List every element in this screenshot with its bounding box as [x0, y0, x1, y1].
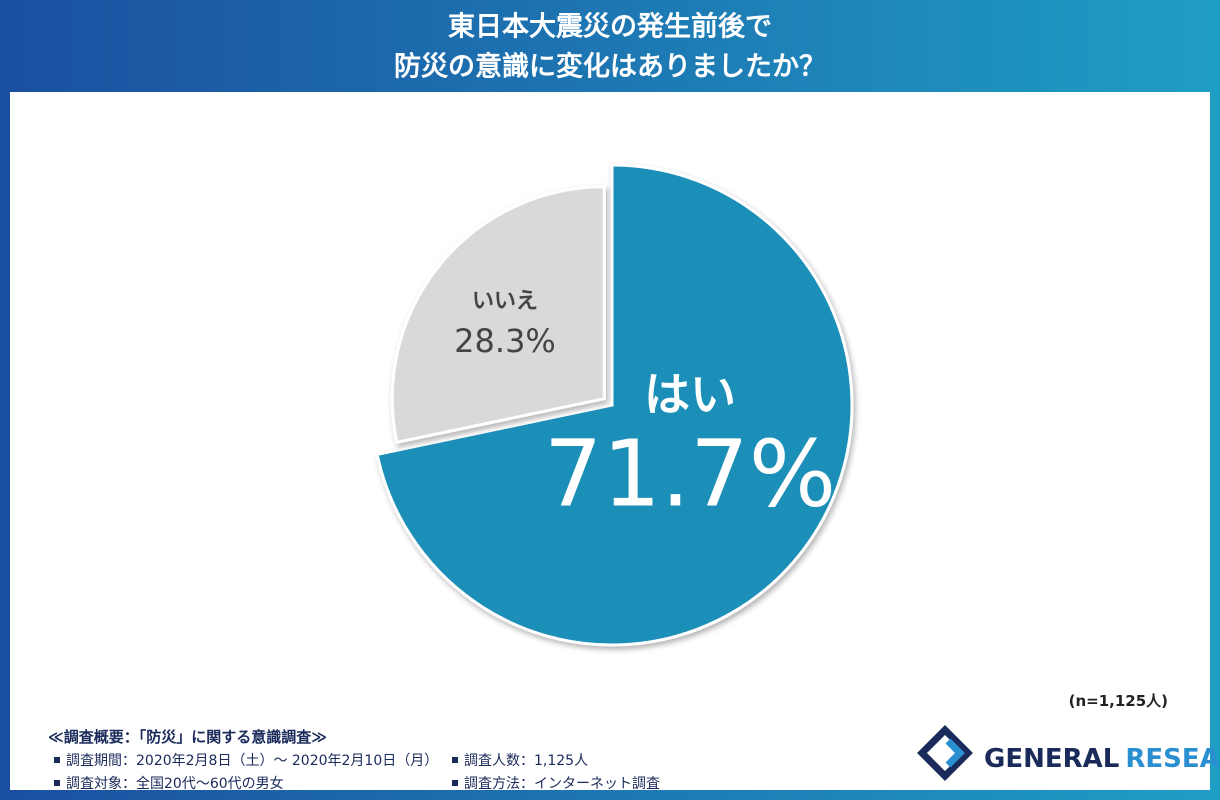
sample-note: (n=1,125人): [1069, 692, 1168, 710]
logo-text: GENERALRESEARCH: [984, 744, 1220, 774]
value-label: 28.3%: [454, 322, 556, 360]
survey-item: 調査期間：2020年2月8日（土）～ 2020年2月10日（月）: [66, 753, 438, 769]
logo-mark: [917, 725, 973, 781]
chart-title: 防災の意識に変化はありましたか？: [394, 51, 826, 83]
logo-word: RESEARCH: [1125, 744, 1220, 774]
slice-label: いいえ: [472, 289, 538, 314]
pie-slice: [390, 185, 606, 445]
slice-label: はい: [644, 368, 736, 422]
logo-word: GENERAL: [984, 744, 1119, 774]
chart-title: 東日本大震災の発生前後で: [448, 11, 772, 43]
bullet: [452, 780, 458, 786]
survey-item: 調査人数：1,125人: [464, 753, 588, 769]
survey-heading: ≪調査概要：「防災」に関する意識調査≫: [48, 728, 327, 746]
bullet: [54, 757, 60, 763]
survey-item: 調査対象：全国20代～60代の男女: [66, 775, 284, 792]
value-label: 71.7%: [544, 420, 836, 527]
bullet: [54, 780, 60, 786]
bullet: [452, 757, 458, 763]
pie-slice: [375, 163, 854, 647]
survey-item: 調査方法：インターネット調査: [464, 776, 660, 792]
